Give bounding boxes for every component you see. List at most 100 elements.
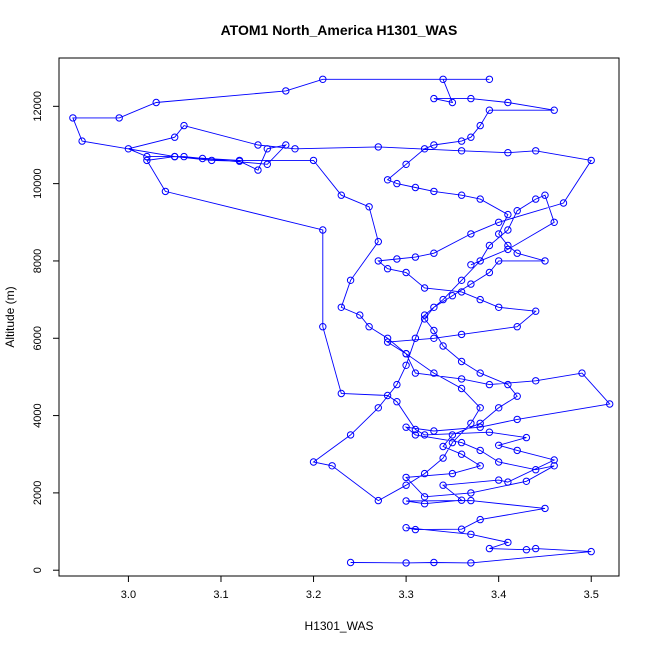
data-point <box>457 276 466 284</box>
data-point <box>504 538 512 547</box>
data-point <box>309 156 318 165</box>
data-point <box>430 187 438 196</box>
data-point <box>198 154 207 163</box>
data-point <box>430 369 438 377</box>
data-point <box>541 257 549 265</box>
data-point <box>171 133 179 141</box>
data-point <box>541 191 549 199</box>
data-point <box>448 438 457 447</box>
data-point <box>115 114 123 122</box>
data-point <box>532 307 540 315</box>
data-point <box>402 361 410 369</box>
data-point <box>476 195 484 203</box>
x-tick-label: 3.2 <box>306 589 321 601</box>
data-point <box>263 160 271 169</box>
data-point <box>319 75 327 84</box>
data-point <box>171 152 179 161</box>
data-point <box>485 268 494 277</box>
data-point <box>430 303 438 311</box>
data-point <box>532 377 540 385</box>
data-point <box>550 462 558 470</box>
data-point <box>457 496 466 504</box>
data-point <box>587 547 595 556</box>
data-point <box>420 145 429 153</box>
data-point <box>476 419 484 427</box>
data-point <box>448 469 457 478</box>
data-point <box>504 210 512 219</box>
y-tick-label: 2000 <box>32 481 44 505</box>
data-point <box>559 199 568 207</box>
y-axis: 0 2000 4000 6000 8000 10000 12000 <box>32 91 60 573</box>
data-point <box>402 524 410 532</box>
y-tick-label: 6000 <box>32 326 44 350</box>
data-point <box>457 137 466 145</box>
data-point <box>504 98 512 107</box>
data-point <box>495 218 503 227</box>
data-point <box>356 311 364 319</box>
data-point <box>476 446 484 455</box>
data-point <box>337 191 345 199</box>
data-point <box>402 497 410 505</box>
data-point <box>430 141 438 149</box>
data-point <box>513 446 521 455</box>
data-point <box>532 147 540 155</box>
data-point <box>532 195 540 203</box>
data-point <box>420 500 429 508</box>
data-point <box>411 425 420 434</box>
data-point <box>420 469 429 478</box>
data-point <box>402 160 410 169</box>
data-point <box>448 98 457 107</box>
data-point <box>402 423 410 431</box>
data-point <box>69 114 77 122</box>
data-point <box>457 357 466 366</box>
data-point <box>495 303 503 311</box>
data-point <box>457 438 466 447</box>
data-point <box>346 276 355 284</box>
data-point <box>457 330 466 339</box>
data-point <box>522 546 531 554</box>
data-point <box>513 415 521 424</box>
data-point <box>485 106 494 114</box>
data-point <box>476 257 484 265</box>
data-point <box>365 203 373 211</box>
data-point <box>124 145 133 153</box>
data-point <box>180 152 188 161</box>
data-point <box>439 342 447 350</box>
data-point <box>263 145 271 153</box>
data-point <box>467 230 475 238</box>
data-point <box>430 249 438 257</box>
data-point <box>346 431 355 439</box>
data-point <box>504 380 512 389</box>
data-point <box>411 334 420 342</box>
data-point <box>420 431 429 439</box>
data-point <box>495 257 503 265</box>
data-point <box>393 255 401 263</box>
data-point <box>309 458 318 466</box>
data-point <box>485 428 494 436</box>
data-point <box>393 179 401 188</box>
y-tick-label: 8000 <box>32 249 44 273</box>
data-point <box>495 476 503 484</box>
data-point <box>513 323 521 331</box>
y-tick-label: 4000 <box>32 403 44 427</box>
data-point <box>383 391 392 400</box>
data-point <box>402 481 410 489</box>
data-point <box>235 156 244 165</box>
data-point <box>513 207 521 215</box>
data-point <box>420 311 429 319</box>
data-point <box>374 143 382 151</box>
data-point <box>467 419 475 427</box>
data-point <box>337 303 345 311</box>
data-point <box>532 466 540 474</box>
data-point <box>152 98 160 107</box>
data-point <box>430 334 438 342</box>
data-point <box>411 431 420 439</box>
data-point <box>476 295 484 304</box>
x-tick-label: 3.5 <box>584 589 599 601</box>
data-point <box>513 392 521 400</box>
x-tick-label: 3.1 <box>213 589 228 601</box>
data-point <box>411 369 420 377</box>
data-point <box>430 427 438 435</box>
data-point <box>411 253 420 261</box>
